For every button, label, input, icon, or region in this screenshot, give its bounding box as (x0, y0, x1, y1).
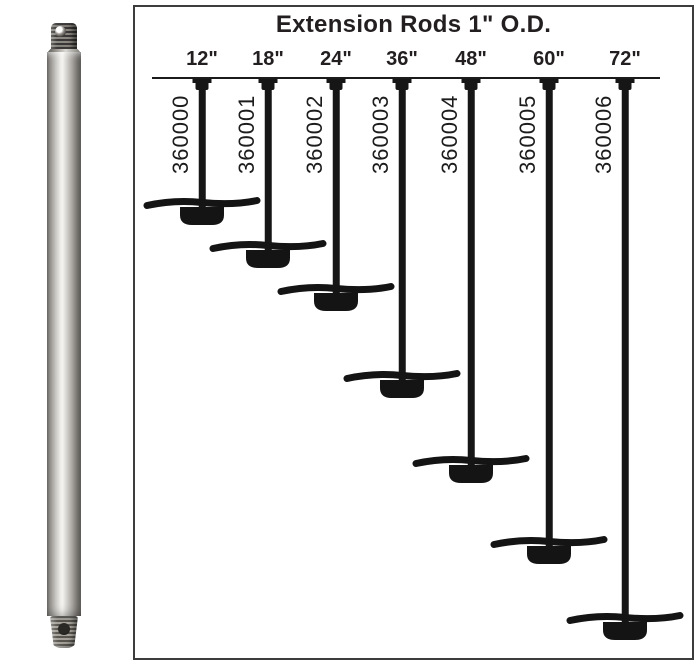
fan-silhouette-icon (566, 612, 684, 640)
model-number-label: 360001 (234, 94, 259, 174)
diagram-panel (133, 5, 694, 660)
fan-silhouette-icon (143, 197, 261, 225)
model-number-label: 360003 (368, 94, 393, 174)
model-number-label: 360006 (591, 94, 616, 174)
rod-size-label: 60" (533, 48, 565, 70)
downrod-line (467, 80, 475, 467)
rod-chamfer (47, 49, 81, 53)
fan-silhouette-icon (343, 370, 461, 398)
fan-silhouette-icon (209, 240, 327, 268)
downrod-line (332, 80, 340, 295)
rod-size-label: 48" (455, 48, 487, 70)
rod-size-label: 72" (609, 48, 641, 70)
downrod-line (621, 80, 629, 624)
rod-body (47, 52, 81, 616)
model-number-label: 360000 (168, 94, 193, 174)
ceiling-line (152, 77, 660, 79)
cross-pin-hole (58, 623, 70, 635)
fan-silhouette-icon (412, 455, 530, 483)
diagram-title: Extension Rods 1" O.D. (275, 11, 552, 38)
downrod-line (398, 80, 406, 382)
rod-bottom-thread (50, 616, 78, 648)
rod-size-label: 12" (186, 48, 218, 70)
model-number-label: 360004 (437, 94, 462, 174)
downrod-line (198, 80, 206, 209)
model-number-label: 360005 (515, 94, 540, 174)
rod-size-label: 18" (252, 48, 284, 70)
fan-silhouette-icon (490, 536, 608, 564)
extension-rod-photo (0, 0, 130, 665)
rod-size-label: 24" (320, 48, 352, 70)
downrod-line (264, 80, 272, 252)
rod-top-thread (51, 23, 77, 50)
rod-size-label: 36" (386, 48, 418, 70)
downrod-line (545, 80, 553, 548)
fan-silhouette-icon (277, 283, 395, 311)
model-number-label: 360002 (302, 94, 327, 174)
set-screw-hole (55, 26, 66, 37)
